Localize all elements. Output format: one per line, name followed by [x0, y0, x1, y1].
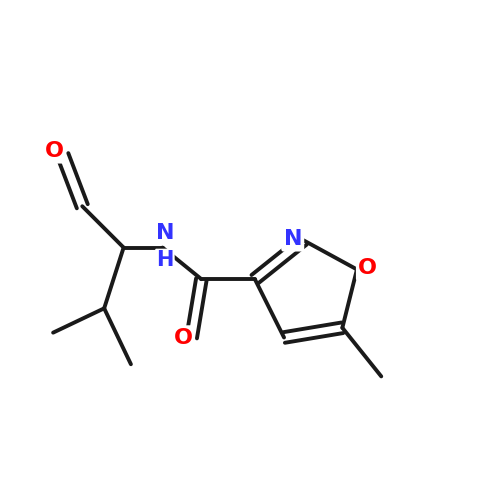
Text: N: N	[156, 223, 174, 243]
Text: O: O	[358, 258, 377, 278]
Text: O: O	[174, 328, 193, 347]
Text: H: H	[156, 250, 174, 270]
Text: O: O	[44, 142, 64, 162]
Text: N: N	[284, 230, 302, 250]
